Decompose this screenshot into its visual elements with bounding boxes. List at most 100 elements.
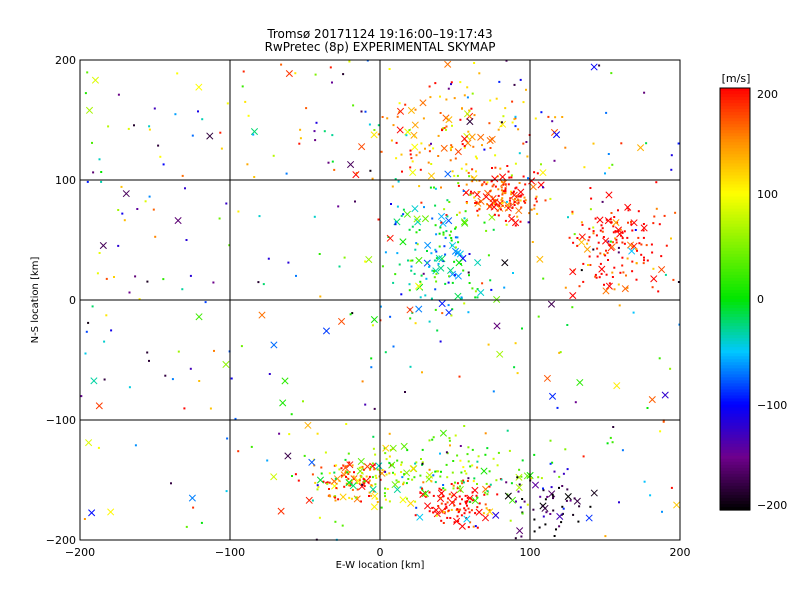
scatter-point [635,262,638,265]
scatter-point [84,92,87,95]
scatter-point [411,225,414,228]
scatter-point [425,494,428,497]
colorbar-strip [720,109,750,113]
colorbar-strip [720,139,750,143]
scatter-point [450,144,453,147]
scatter-point-cross [460,218,468,226]
scatter-point-cross [284,452,292,460]
scatter-point [326,481,329,484]
scatter-point [450,83,452,86]
scatter-point [463,507,466,510]
scatter-point-cross [424,241,432,249]
scatter-point [571,306,574,309]
scatter-point [240,345,243,348]
scatter-point-cross [415,305,423,313]
scatter-point [390,203,392,205]
scatter-point [468,253,471,255]
scatter-point [435,233,438,236]
scatter-point [618,501,620,504]
scatter-point [582,262,585,265]
scatter-point [288,433,291,436]
scatter-point [105,314,108,317]
scatter-point [500,186,503,189]
scatter-point [363,478,366,481]
scatter-point [134,444,137,447]
scatter-point [331,134,334,137]
scatter-point-cross [590,489,598,497]
scatter-point [580,269,583,272]
scatter-point-cross [308,458,316,466]
colorbar-strip [720,302,750,306]
scatter-point [651,286,654,289]
colorbar-strip [720,178,750,183]
scatter-point [487,254,490,257]
scatter-point [544,523,547,526]
y-tick-label: 100 [55,174,76,187]
colorbar-strip [720,377,750,381]
scatter-point [533,204,536,207]
scatter-point-cross [493,322,501,330]
scatter-point [485,229,488,232]
scatter-point-cross [448,499,456,507]
scatter-point-cross [440,144,448,152]
scatter-point-cross [222,360,230,369]
scatter-point [524,183,527,186]
scatter-point [468,500,471,503]
scatter-point [428,491,431,494]
scatter-point [369,169,372,172]
colorbar-strip [720,320,750,324]
scatter-point [494,185,497,188]
scatter-point [444,253,447,256]
scatter-point [476,466,479,469]
scatter-point [334,499,337,502]
scatter-point [597,241,600,244]
scatter-point [457,182,460,185]
scatter-point [430,297,433,300]
scatter-point [518,152,521,155]
scatter-point [320,466,323,469]
scatter-point [191,134,194,137]
scatter-point [444,236,447,239]
scatter-point [581,223,584,226]
scatter-point-cross [285,70,293,78]
scatter-point-cross [435,254,443,262]
scatter-point [565,499,568,502]
scatter-point [439,496,442,499]
scatter-point-cross [281,377,289,385]
scatter-point [467,477,470,480]
scatter-point [533,530,536,533]
scatter-point [613,216,616,218]
scatter-point [614,237,617,240]
scatter-point [418,229,421,231]
scatter-point [501,197,504,200]
scatter-point [449,444,451,447]
scatter-point [463,145,466,148]
scatter-point [516,215,519,218]
scatter-point [630,223,633,226]
scatter-point [476,296,479,299]
scatter-point [409,166,412,169]
scatter-point [594,217,597,220]
scatter-point [438,487,441,490]
scatter-point [599,252,602,255]
scatter-point [542,186,544,189]
scatter-point [347,452,350,455]
scatter-point [384,351,387,354]
scatter-point [495,479,498,482]
scatter-point [440,492,443,495]
scatter-point [658,223,661,226]
scatter-point [355,496,358,499]
scatter-point [237,450,240,453]
scatter-point [405,482,408,485]
scatter-point [218,217,221,220]
scatter-point [368,491,371,494]
scatter-point-cross [488,135,496,143]
scatter-point [670,154,673,157]
scatter-point [381,469,384,471]
scatter-point [419,296,422,299]
scatter-point [640,243,643,246]
scatter-point-cross [504,492,512,500]
scatter-point-cross [258,311,266,319]
scatter-point [328,472,331,475]
scatter-point [622,271,625,274]
